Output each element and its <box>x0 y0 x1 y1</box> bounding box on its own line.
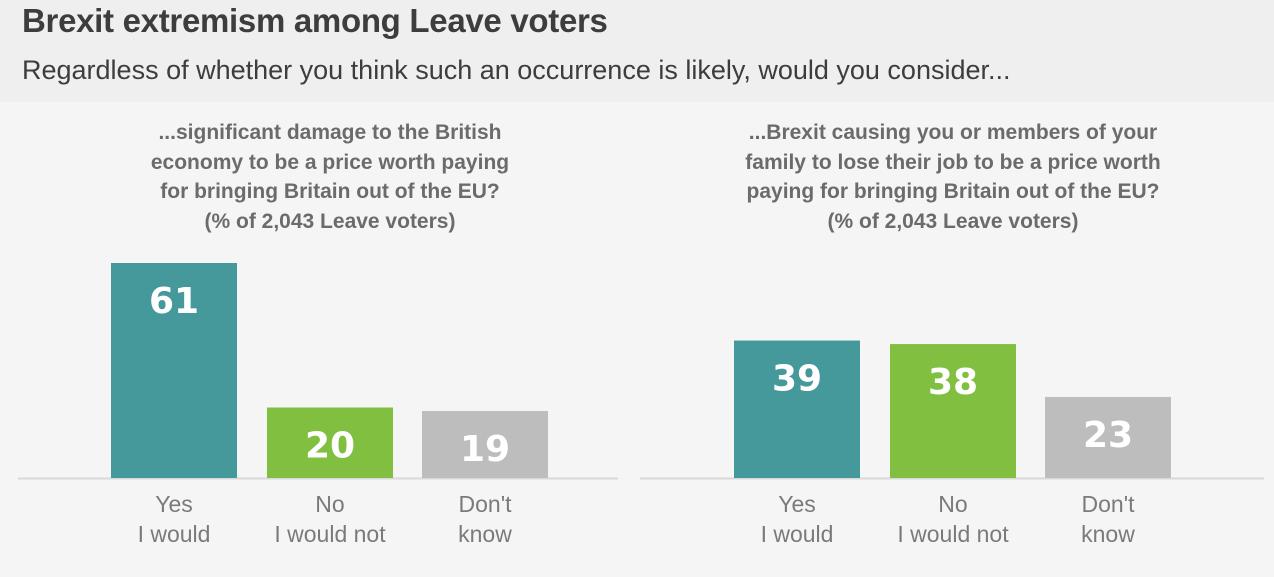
chart-left-bar-value-dont-know: 19 <box>460 429 510 470</box>
chart-right-category-label-dont-know: know <box>1081 521 1135 547</box>
chart-right-category-label-no: I would not <box>897 521 1009 547</box>
chart-right-bar-value-dont-know: 23 <box>1083 415 1133 456</box>
chart-left-bar-value-yes: 61 <box>149 281 199 322</box>
chart-left-category-label-yes: I would <box>138 521 211 547</box>
chart-right-category-label-yes: I would <box>761 521 834 547</box>
chart-right-question-line: ...Brexit causing you or members of your <box>748 121 1158 144</box>
chart-right-category-label-yes: Yes <box>778 491 816 517</box>
chart-left-bar-yes <box>111 263 237 478</box>
chart-right-bar-no <box>890 344 1016 478</box>
chart-left-question-line: economy to be a price worth paying <box>150 150 510 174</box>
chart-left-category-label-no: I would not <box>274 521 386 547</box>
chart-left-question-line: for bringing Britain out of the EU? <box>160 180 500 203</box>
chart-left-bar-value-no: 20 <box>305 426 355 467</box>
chart-right-bar-value-no: 38 <box>928 362 978 403</box>
chart-left-category-label-yes: Yes <box>155 491 193 517</box>
chart-right-bar-dont-know <box>1045 396 1171 478</box>
chart-left-bar-dont-know <box>422 411 548 478</box>
chart-left-category-label-dont-know: Don't <box>459 491 513 517</box>
chart-left-question: ...significant damage to the British eco… <box>60 118 600 236</box>
chart-left-question-line: ...significant damage to the British <box>158 121 502 144</box>
chart-right-question-line: (% of 2,043 Leave voters) <box>827 209 1079 233</box>
page-subtitle: Regardless of whether you think such an … <box>22 55 1011 85</box>
chart-right-question-line: family to lose their job to be a price w… <box>745 150 1161 174</box>
chart-right-question-line: paying for bringing Britain out of the E… <box>746 180 1160 203</box>
chart-left-category-label-no: No <box>315 491 344 517</box>
header: Brexit extremism among Leave voters Rega… <box>0 0 1274 102</box>
chart-right-bar-yes <box>734 340 860 478</box>
chart-right-bar-value-yes: 39 <box>772 359 822 400</box>
chart-left-question-line: (% of 2,043 Leave voters) <box>204 209 456 233</box>
chart-right-category-label-dont-know: Don't <box>1082 491 1136 517</box>
chart-left-bar-no <box>267 407 393 478</box>
page-title: Brexit extremism among Leave voters <box>22 2 608 39</box>
chart-right-question: ...Brexit causing you or members of your… <box>680 118 1226 236</box>
chart-right-category-label-no: No <box>938 491 967 517</box>
chart-left-category-label-dont-know: know <box>458 521 512 547</box>
